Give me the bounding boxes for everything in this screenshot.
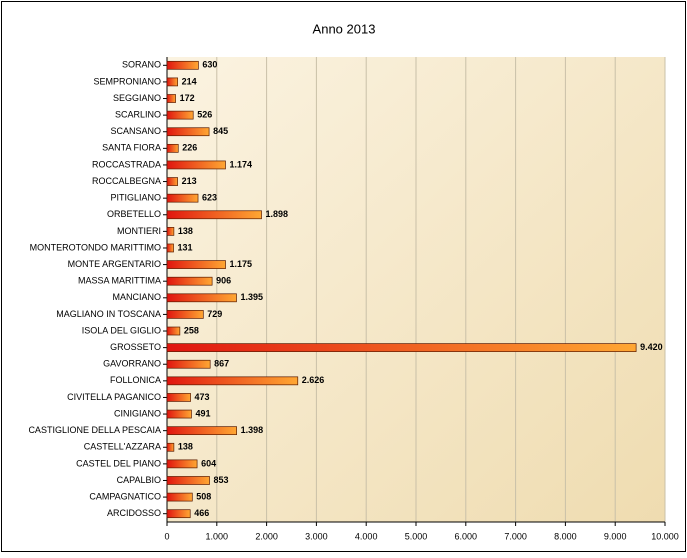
x-tick-label: 4.000 (355, 531, 378, 541)
value-label: 172 (180, 93, 195, 103)
bar (166, 210, 262, 220)
value-label: 214 (182, 76, 197, 86)
bar (166, 94, 176, 103)
bar (166, 509, 191, 519)
bar (166, 409, 192, 419)
y-tick-label: SEGGIANO (113, 93, 161, 103)
value-label: 867 (214, 359, 229, 369)
y-tick-label: MAGLIANO IN TOSCANA (56, 309, 161, 319)
y-tick-label: SCARLINO (115, 110, 161, 120)
y-tick-label: MASSA MARITTIMA (78, 276, 161, 286)
y-tick-label: CASTEL DEL PIANO (76, 458, 161, 468)
bar (166, 276, 213, 286)
y-tick-label: CAPALBIO (117, 475, 161, 485)
y-tick-label: CINIGIANO (114, 408, 161, 418)
value-label: 466 (194, 508, 209, 518)
bar (166, 476, 210, 485)
x-tick-label: 8.000 (554, 531, 577, 541)
bar (166, 143, 179, 153)
y-tick-label: CASTELL'AZZARA (84, 442, 161, 452)
y-tick-label: CIVITELLA PAGANICO (67, 392, 161, 402)
x-tick-label: 3.000 (305, 531, 328, 541)
bar (166, 127, 210, 137)
x-tick-label: 1.000 (206, 531, 229, 541)
bar (166, 492, 193, 502)
value-label: 258 (184, 325, 199, 335)
y-tick-label: SEMPRONIANO (93, 76, 161, 86)
bar (166, 77, 179, 87)
value-label: 1.395 (240, 292, 263, 302)
value-label: 604 (201, 458, 216, 468)
y-tick-label: SCANSANO (110, 126, 161, 136)
bar (166, 459, 198, 469)
y-tick-label: ORBETELLO (107, 209, 161, 219)
bar (166, 110, 194, 120)
x-tick-label: 7.000 (504, 531, 527, 541)
bar (166, 393, 191, 402)
bar (166, 376, 299, 386)
x-tick-label: 6.000 (455, 531, 478, 541)
y-tick-label: MANCIANO (112, 292, 161, 302)
value-label: 729 (207, 309, 222, 319)
value-label: 138 (178, 442, 193, 452)
y-tick-label: SORANO (122, 60, 161, 70)
chart-title: Anno 2013 (313, 21, 376, 36)
bar (166, 442, 175, 452)
bar (166, 193, 199, 203)
x-tick-label: 10.000 (651, 531, 679, 541)
y-tick-label: CASTIGLIONE DELLA PESCAIA (28, 425, 161, 435)
bar (166, 177, 178, 186)
value-label: 526 (197, 110, 212, 120)
bar (166, 227, 175, 236)
value-label: 630 (202, 60, 217, 70)
y-tick-label: CAMPAGNATICO (89, 491, 161, 501)
y-tick-label: ISOLA DEL GIGLIO (82, 325, 161, 335)
x-tick-label: 9.000 (604, 531, 627, 541)
value-label: 623 (202, 193, 217, 203)
x-tick-label: 5.000 (405, 531, 428, 541)
y-tick-label: ROCCASTRADA (92, 159, 161, 169)
bar (166, 160, 226, 170)
y-tick-label: ARCIDOSSO (107, 508, 161, 518)
y-tick-label: FOLLONICA (110, 375, 161, 385)
value-label: 845 (213, 126, 228, 136)
y-tick-label: MONTIERI (117, 226, 161, 236)
value-label: 473 (195, 392, 210, 402)
value-label: 138 (178, 226, 193, 236)
value-label: 2.626 (302, 375, 325, 385)
value-label: 226 (182, 143, 197, 153)
value-label: 213 (182, 176, 197, 186)
value-label: 1.398 (241, 425, 264, 435)
bar (166, 343, 637, 352)
value-label: 853 (213, 475, 228, 485)
bar (166, 293, 237, 303)
value-label: 1.175 (230, 259, 253, 269)
x-tick-label: 2.000 (255, 531, 278, 541)
bar (166, 60, 199, 70)
bar (166, 326, 181, 336)
value-label: 491 (195, 408, 210, 418)
value-label: 1.898 (266, 209, 289, 219)
bar (166, 426, 237, 436)
value-label: 508 (196, 491, 211, 501)
y-tick-label: ROCCALBEGNA (92, 176, 161, 186)
y-tick-label: SANTA FIORA (102, 143, 161, 153)
bar (166, 260, 226, 269)
bar (166, 359, 211, 369)
y-tick-label: PITIGLIANO (110, 193, 161, 203)
x-tick-label: 0 (164, 531, 169, 541)
bar (166, 243, 174, 253)
y-tick-label: GAVORRANO (103, 359, 161, 369)
value-label: 1.174 (229, 159, 252, 169)
y-tick-label: GROSSETO (110, 342, 161, 352)
y-tick-label: MONTEROTONDO MARITTIMO (30, 242, 161, 252)
bar (166, 310, 204, 319)
value-label: 9.420 (640, 342, 663, 352)
value-label: 906 (216, 276, 231, 286)
y-tick-label: MONTE ARGENTARIO (68, 259, 161, 269)
value-label: 131 (178, 242, 193, 252)
